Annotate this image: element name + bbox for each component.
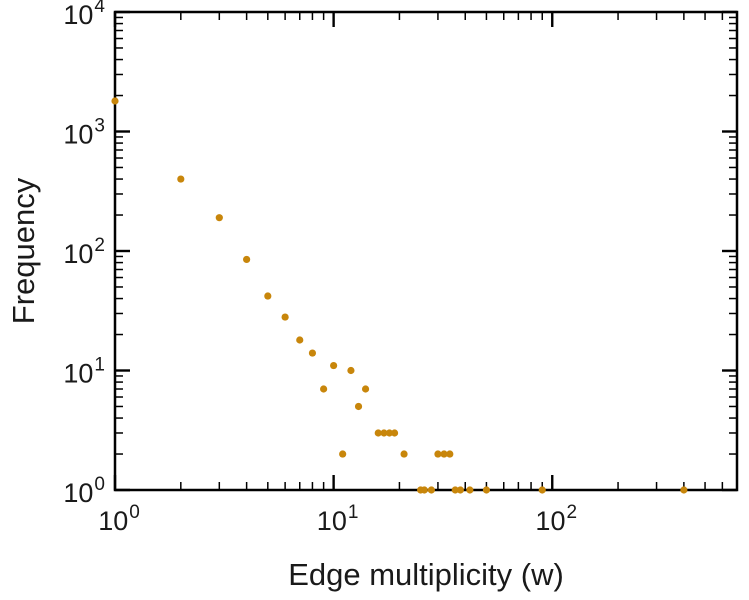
data-point — [434, 450, 442, 458]
data-point — [446, 450, 454, 458]
data-point — [296, 336, 304, 344]
data-point — [264, 292, 272, 300]
tick-label-exponent: 1 — [94, 355, 105, 376]
tick-label-exponent: 2 — [566, 502, 577, 523]
y-tick-label: 104 — [63, 0, 105, 30]
y-tick-label: 100 — [63, 474, 105, 508]
data-point — [466, 486, 474, 494]
data-point — [385, 429, 394, 437]
y-tick-label: 102 — [63, 235, 105, 269]
data-point — [380, 429, 388, 437]
data-point — [177, 175, 185, 183]
tick-label-exponent: 4 — [94, 0, 105, 17]
x-tick-label: 102 — [535, 502, 577, 536]
data-point — [308, 349, 317, 357]
data-point — [320, 385, 328, 393]
tick-label-base: 10 — [63, 478, 93, 508]
data-point — [243, 255, 251, 264]
tick-label-base: 10 — [63, 239, 93, 269]
tick-label-base: 10 — [317, 506, 347, 536]
data-point — [451, 486, 459, 494]
data-point — [427, 486, 435, 494]
data-point — [374, 429, 382, 437]
x-tick-label: 100 — [98, 502, 140, 536]
tick-label-base: 10 — [98, 506, 128, 536]
data-point — [354, 402, 363, 411]
data-point — [361, 385, 370, 393]
data-point — [330, 361, 338, 370]
data-point — [456, 486, 464, 494]
x-axis-label: Edge multiplicity (w) — [288, 557, 564, 592]
data-point — [347, 366, 355, 375]
y-tick-label: 103 — [63, 116, 105, 150]
data-point — [390, 429, 399, 437]
data-point — [440, 450, 448, 458]
y-axis-label: Frequency — [6, 177, 41, 324]
tick-label-exponent: 2 — [94, 235, 105, 256]
tick-label-exponent: 1 — [348, 502, 359, 523]
tick-label-base: 10 — [63, 0, 93, 30]
data-point — [339, 450, 347, 458]
data-point — [111, 97, 119, 105]
data-point — [538, 486, 546, 494]
data-point — [400, 450, 408, 458]
tick-label-exponent: 0 — [94, 474, 105, 495]
tick-label-exponent: 3 — [94, 116, 105, 137]
y-tick-label: 101 — [63, 355, 105, 389]
tick-label-base: 10 — [535, 506, 565, 536]
data-point — [680, 486, 688, 494]
tick-label-base: 10 — [63, 359, 93, 389]
data-point — [420, 486, 428, 494]
x-tick-label: 101 — [317, 502, 359, 536]
data-point — [215, 214, 223, 222]
tick-label-base: 10 — [63, 120, 93, 150]
tick-label-exponent: 0 — [129, 502, 140, 523]
data-point — [281, 313, 289, 321]
data-point — [482, 486, 491, 494]
